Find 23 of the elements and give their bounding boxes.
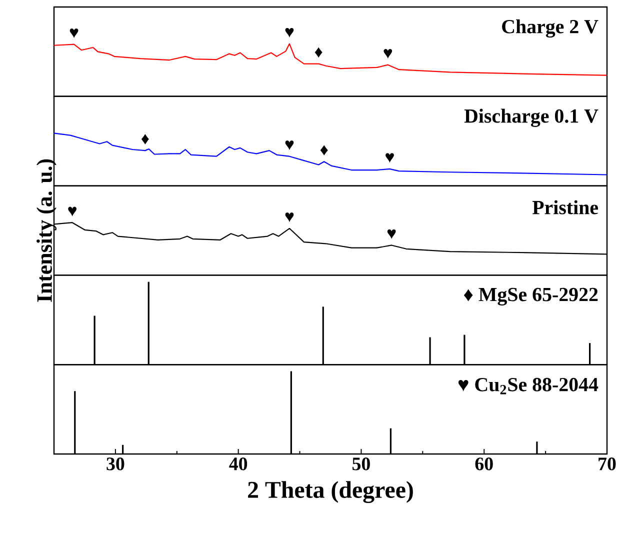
annotation: ♥: [384, 48, 392, 59]
annotation: ♥: [387, 229, 396, 240]
x-tick-label: 50: [352, 458, 370, 470]
y-axis-title: Intensity (a. u.): [36, 159, 56, 302]
x-tick-label: 60: [475, 458, 493, 470]
annotation: ♥: [70, 28, 78, 38]
series-label: ♦ MgSe 65-2922: [464, 288, 598, 306]
annotation: ♥: [386, 153, 394, 163]
x-tick-label: 30: [106, 458, 124, 470]
x-axis-title: 2 Theta (degree): [248, 481, 413, 504]
annotation: ♥: [285, 140, 294, 150]
annotation: ♥: [285, 212, 294, 222]
annotation: ♦: [314, 47, 322, 58]
annotation: ♦: [141, 134, 149, 144]
annotation: ♥: [68, 206, 76, 216]
series-label: Charge 2 V: [502, 19, 598, 38]
annotation: ♦: [320, 145, 328, 156]
annotation: ♥: [285, 28, 294, 38]
x-tick-label: 40: [229, 458, 248, 470]
text: Discharge 0.1 V: [464, 108, 598, 127]
series-label: Pristine: [532, 200, 598, 214]
text: ♥ Cu$_{2}$Se 88-2044: [458, 378, 598, 394]
x-tick-label: 70: [598, 458, 616, 470]
